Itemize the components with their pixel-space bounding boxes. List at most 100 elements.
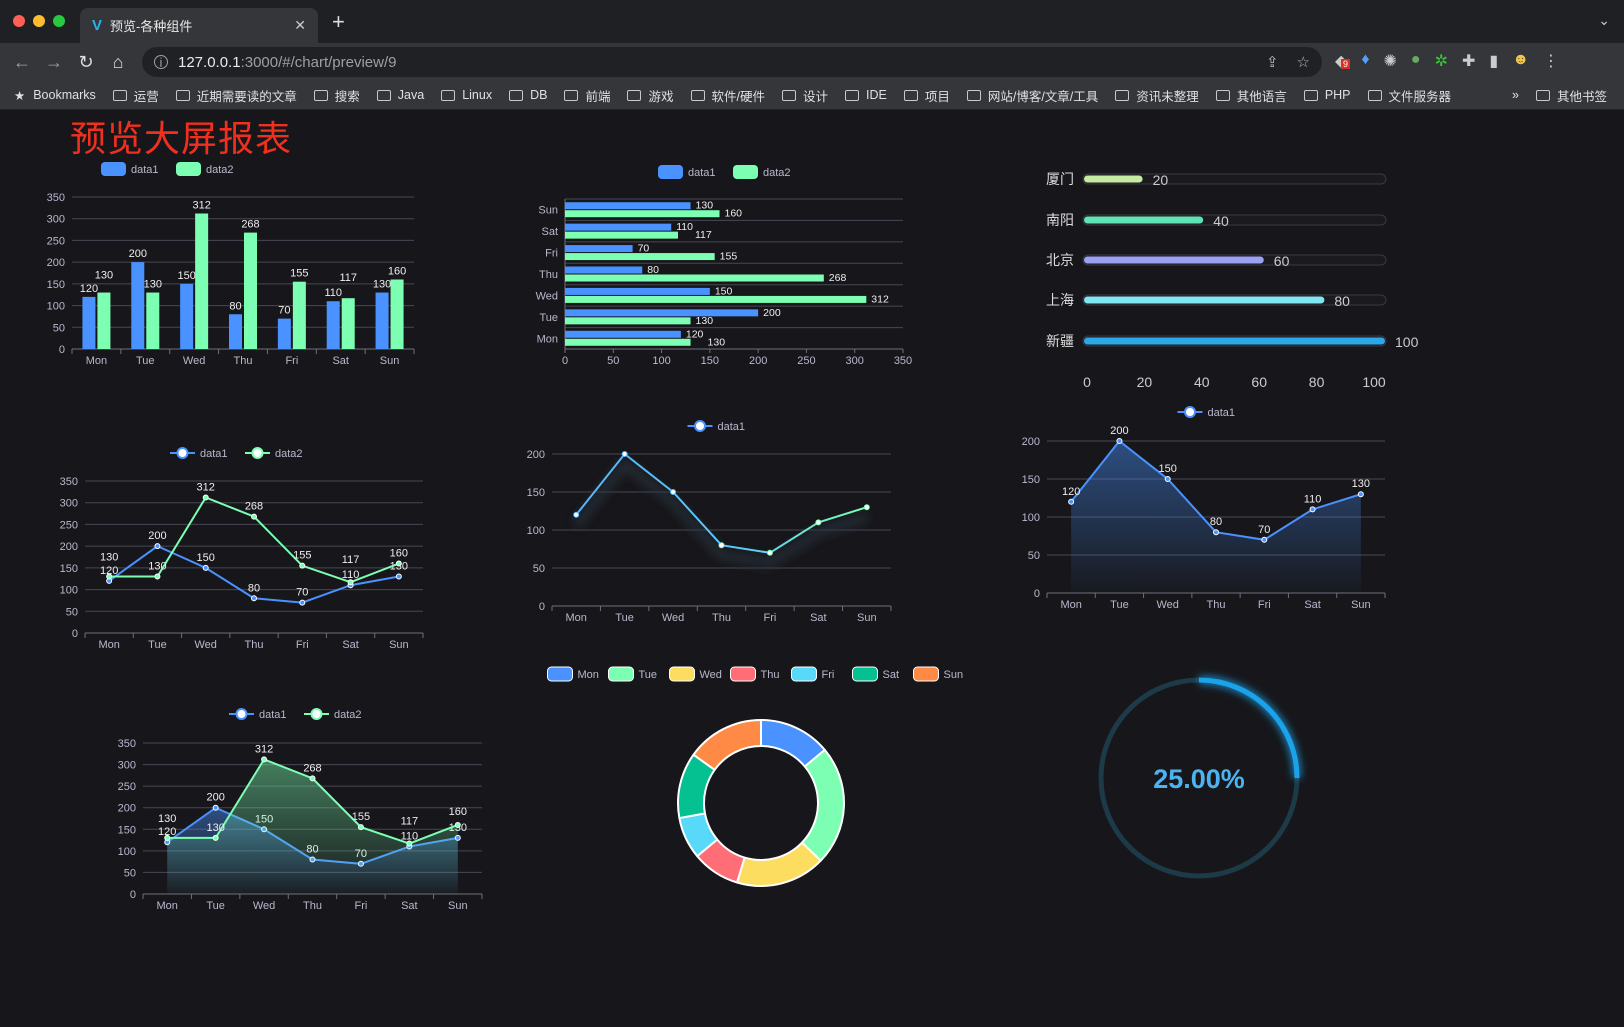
legend-item-Sat[interactable]: Sat — [852, 666, 900, 682]
x-tick-label: 200 — [749, 355, 767, 367]
more-bookmarks-button[interactable]: » — [1512, 88, 1519, 102]
y-tick-label: Thu — [539, 269, 558, 281]
data-label: 130 — [708, 336, 726, 348]
extensions-puzzle-icon[interactable]: ✚ — [1461, 53, 1476, 70]
legend-label: data1 — [1208, 407, 1236, 419]
legend-item-data1[interactable]: data1 — [1177, 406, 1236, 419]
bookmark-folder[interactable]: 运营 — [112, 86, 159, 105]
bookmark-folder[interactable]: 近期需要读的文章 — [175, 86, 297, 105]
value-label: 40 — [1213, 213, 1229, 229]
forward-button[interactable]: → — [45, 51, 63, 72]
bar — [326, 301, 340, 349]
data-label: 130 — [95, 270, 113, 282]
bookmark-folder[interactable]: 网站/博客/文章/工具 — [966, 86, 1098, 105]
legend-item-data2[interactable]: data2 — [733, 165, 791, 179]
side-panel-icon[interactable]: ▮ — [1489, 53, 1499, 70]
extension-icon[interactable]: ◆9 — [1335, 51, 1351, 71]
data-label: 120 — [158, 826, 176, 838]
x-tick-label: Sun — [389, 639, 409, 651]
legend-item-Thu[interactable]: Thu — [730, 666, 780, 682]
back-button[interactable]: ← — [13, 51, 31, 72]
y-tick-label: Tue — [539, 312, 558, 324]
data-label: 70 — [296, 587, 308, 599]
bookmark-folder[interactable]: 设计 — [781, 86, 828, 105]
folder-icon — [1115, 89, 1130, 101]
bar — [195, 213, 209, 349]
minimize-window-button[interactable] — [33, 15, 45, 27]
bookmark-folder[interactable]: Java — [376, 88, 424, 102]
pie-slice-Wed[interactable] — [736, 841, 822, 887]
extension-diamond-icon[interactable]: ♦ — [1361, 51, 1370, 68]
pie-slice-Tue[interactable] — [801, 748, 845, 862]
legend-item-Sun[interactable]: Sun — [913, 666, 964, 682]
legend-swatch — [658, 165, 683, 179]
profile-avatar[interactable]: ☻ — [1512, 51, 1530, 68]
legend-item-data1[interactable]: data1 — [170, 447, 228, 460]
legend-item-data2[interactable]: data2 — [245, 447, 303, 460]
legend-item-data1[interactable]: data1 — [229, 708, 287, 721]
bookmark-folder[interactable]: 软件/硬件 — [690, 86, 765, 105]
extension-gear-icon[interactable]: ✺ — [1383, 53, 1397, 70]
tab-search-chevron-icon[interactable]: ⌄ — [1598, 12, 1610, 28]
legend-item-data1[interactable]: data1 — [658, 165, 716, 179]
reload-button[interactable]: ↻ — [78, 51, 94, 72]
data-point — [106, 573, 113, 580]
y-tick-label: Wed — [536, 290, 558, 302]
bookmark-folder[interactable]: Linux — [441, 88, 492, 102]
data-label: 130 — [696, 315, 714, 327]
legend-item-data2[interactable]: data2 — [304, 708, 362, 721]
legend-item-Wed[interactable]: Wed — [669, 666, 722, 682]
y-tick-label: 100 — [60, 585, 78, 597]
bookmark-label: Bookmarks — [33, 88, 96, 102]
share-icon[interactable]: ⇪ — [1265, 54, 1279, 71]
bookmark-folder[interactable]: 搜索 — [313, 86, 360, 105]
legend-item-data1[interactable]: data1 — [101, 162, 159, 176]
bar — [277, 318, 291, 349]
legend-item-Tue[interactable]: Tue — [608, 666, 658, 682]
data-point — [1164, 476, 1171, 482]
legend-item-Fri[interactable]: Fri — [791, 666, 835, 682]
extension-circle-icon[interactable]: ● — [1410, 51, 1421, 68]
bookmarks-star[interactable]: ★ Bookmarks — [14, 88, 96, 103]
other-bookmarks-folder[interactable]: 其他书签 — [1535, 86, 1607, 105]
data-label: 130 — [206, 822, 224, 834]
bookmark-folder[interactable]: 其他语言 — [1215, 86, 1287, 105]
bookmark-folder[interactable]: PHP — [1303, 88, 1351, 102]
legend-item-Mon[interactable]: Mon — [547, 666, 599, 682]
close-window-button[interactable] — [13, 15, 25, 27]
bookmark-star-icon[interactable]: ☆ — [1296, 54, 1310, 71]
extension-atom-icon[interactable]: ✲ — [1434, 53, 1448, 70]
y-tick-label: 200 — [60, 541, 78, 553]
star-icon: ★ — [14, 88, 26, 103]
bookmark-label: 其他书签 — [1556, 89, 1607, 104]
address-bar[interactable]: i 127.0.0.1:3000/#/chart/preview/9 ⇪ ☆ — [142, 47, 1322, 77]
x-tick-label: 80 — [1309, 374, 1325, 390]
home-button[interactable]: ⌂ — [112, 51, 124, 72]
bookmark-folder[interactable]: 前端 — [564, 86, 610, 105]
bookmark-folder[interactable]: DB — [509, 88, 547, 102]
bar — [565, 309, 759, 317]
menu-kebab-icon[interactable]: ⋮ — [1543, 53, 1560, 70]
new-tab-button[interactable]: + — [332, 9, 345, 34]
browser-tab[interactable]: V 预览-各种组件 ✕ — [80, 8, 318, 43]
data-label: 110 — [324, 287, 342, 299]
bookmarks-bar: ★ Bookmarks 运营 近期需要读的文章 搜索 Java Linux DB 前端 游戏 软件/… — [0, 81, 1624, 110]
bookmark-folder[interactable]: 游戏 — [627, 86, 674, 105]
bookmark-folder[interactable]: 资讯未整理 — [1115, 86, 1199, 105]
legend-item-data2[interactable]: data2 — [176, 162, 234, 176]
maximize-window-button[interactable] — [53, 15, 65, 27]
site-info-icon[interactable]: i — [154, 55, 168, 70]
y-tick-label: 50 — [53, 322, 65, 334]
pie-slice-Sun[interactable] — [692, 719, 762, 771]
bookmark-folder[interactable]: 文件服务器 — [1367, 86, 1451, 105]
bookmark-folder[interactable]: IDE — [845, 88, 887, 102]
data-point — [406, 840, 413, 847]
data-point — [1213, 529, 1219, 536]
close-tab-icon[interactable]: ✕ — [294, 17, 306, 33]
x-tick-label: Wed — [195, 639, 217, 651]
bar — [565, 202, 691, 210]
legend-item-data1[interactable]: data1 — [687, 420, 746, 433]
y-tick-label: 0 — [72, 628, 78, 640]
bookmark-folder[interactable]: 项目 — [903, 86, 950, 105]
y-tick-label: 100 — [1022, 512, 1040, 524]
